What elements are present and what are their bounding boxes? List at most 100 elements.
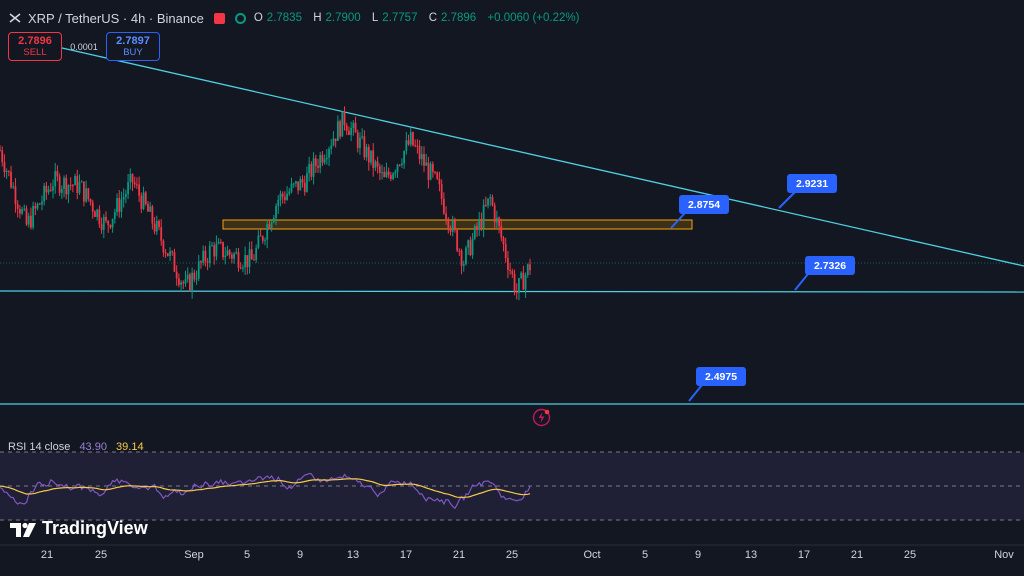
candle-40 <box>87 188 90 200</box>
flag-pointer-2.8754 <box>670 212 686 229</box>
candle-6 <box>12 186 15 188</box>
price-flag-2.8754[interactable]: 2.8754 <box>679 195 729 214</box>
candle-100 <box>219 241 222 243</box>
candle-238 <box>524 275 527 290</box>
candle-103 <box>226 250 229 256</box>
candle-125 <box>275 206 277 218</box>
candle-233 <box>513 273 516 292</box>
candle-35 <box>76 176 79 193</box>
candle-29 <box>63 177 65 189</box>
candle-181 <box>398 164 401 166</box>
candle-37 <box>80 181 83 183</box>
candle-154 <box>339 121 341 137</box>
tradingview-logo[interactable]: TradingView <box>10 518 148 539</box>
candle-196 <box>431 163 434 172</box>
rsi-value: 43.90 <box>79 441 107 453</box>
candle-79 <box>173 252 176 272</box>
rsi-legend[interactable]: RSI 14 close 43.90 39.14 <box>8 441 144 453</box>
rsi-ma-value: 39.14 <box>116 441 144 453</box>
x-tick: Oct <box>583 549 601 561</box>
candle-179 <box>394 171 397 174</box>
candle-22 <box>47 189 50 193</box>
candle-205 <box>451 220 454 232</box>
price-flag-2.7326[interactable]: 2.7326 <box>805 256 855 275</box>
candle-75 <box>164 252 167 254</box>
candle-201 <box>442 198 445 214</box>
candle-71 <box>155 220 158 232</box>
candle-31 <box>67 185 70 195</box>
candle-19 <box>41 201 43 205</box>
candle-184 <box>405 140 408 151</box>
candle-34 <box>74 176 76 186</box>
time-axis[interactable]: 21 25 Sep 5 9 13 17 21 25 Oct 5 9 13 17 … <box>0 549 1024 569</box>
candle-60 <box>131 173 134 183</box>
candle-67 <box>147 203 149 212</box>
candle-225 <box>495 217 498 223</box>
candle-76 <box>166 253 169 256</box>
candle-122 <box>268 224 271 229</box>
candle-14 <box>30 215 32 228</box>
candle-185 <box>407 140 410 145</box>
price-flag-2.4975[interactable]: 2.4975 <box>696 367 746 386</box>
candle-106 <box>233 253 235 259</box>
x-tick: Nov <box>994 549 1014 561</box>
candle-230 <box>507 257 509 270</box>
candle-88 <box>193 272 196 280</box>
candle-111 <box>244 255 247 268</box>
realtime-status-icon[interactable] <box>234 12 246 24</box>
candle-118 <box>259 235 262 237</box>
candle-105 <box>230 254 233 259</box>
candle-119 <box>261 236 264 241</box>
candle-172 <box>378 166 381 173</box>
candle-187 <box>412 132 414 146</box>
candle-114 <box>250 249 253 260</box>
candle-21 <box>45 185 48 193</box>
candle-164 <box>361 136 364 138</box>
symbol-title[interactable]: XRP / TetherUS · 4h · Binance <box>28 10 204 26</box>
resistance-zone[interactable] <box>222 219 693 230</box>
candle-18 <box>38 203 41 205</box>
candle-48 <box>105 216 107 221</box>
x-tick: 25 <box>94 549 108 561</box>
sell-button[interactable]: 2.7896 SELL <box>8 32 62 61</box>
candle-208 <box>458 250 461 252</box>
candle-173 <box>381 172 383 174</box>
price-flag-2.9231[interactable]: 2.9231 <box>787 174 837 193</box>
rsi-ma-line <box>0 478 531 499</box>
x-tick: 5 <box>243 549 251 561</box>
candle-169 <box>372 150 375 169</box>
buy-button[interactable]: 2.7897 BUY <box>106 32 160 61</box>
candle-204 <box>449 228 452 232</box>
candle-145 <box>319 154 322 168</box>
candle-149 <box>328 148 330 158</box>
flag-pointer-2.7326 <box>794 273 809 291</box>
candle-73 <box>160 227 163 241</box>
lightning-alert-icon[interactable] <box>532 408 551 427</box>
candle-90 <box>197 261 200 279</box>
candle-202 <box>445 213 447 219</box>
candle-9 <box>18 208 21 214</box>
candle-0 <box>0 150 1 152</box>
candle-77 <box>169 251 171 256</box>
candle-146 <box>321 154 324 163</box>
candle-94 <box>206 261 209 263</box>
candle-33 <box>71 185 74 187</box>
support-line[interactable] <box>0 290 1024 293</box>
candle-95 <box>208 245 211 263</box>
descending-trendline[interactable] <box>39 42 1024 267</box>
candle-47 <box>102 216 105 230</box>
x-tick: 13 <box>346 549 360 561</box>
candle-178 <box>392 173 394 179</box>
candle-17 <box>36 203 39 209</box>
candle-78 <box>171 251 174 253</box>
candle-1 <box>1 150 4 163</box>
buy-price: 2.7897 <box>116 34 150 47</box>
candle-41 <box>89 199 92 203</box>
candle-12 <box>25 208 28 225</box>
candle-229 <box>504 244 507 258</box>
market-closed-icon[interactable] <box>213 12 225 24</box>
candle-27 <box>58 176 61 193</box>
candle-5 <box>10 171 12 188</box>
rsi-label: RSI 14 close <box>8 441 71 453</box>
